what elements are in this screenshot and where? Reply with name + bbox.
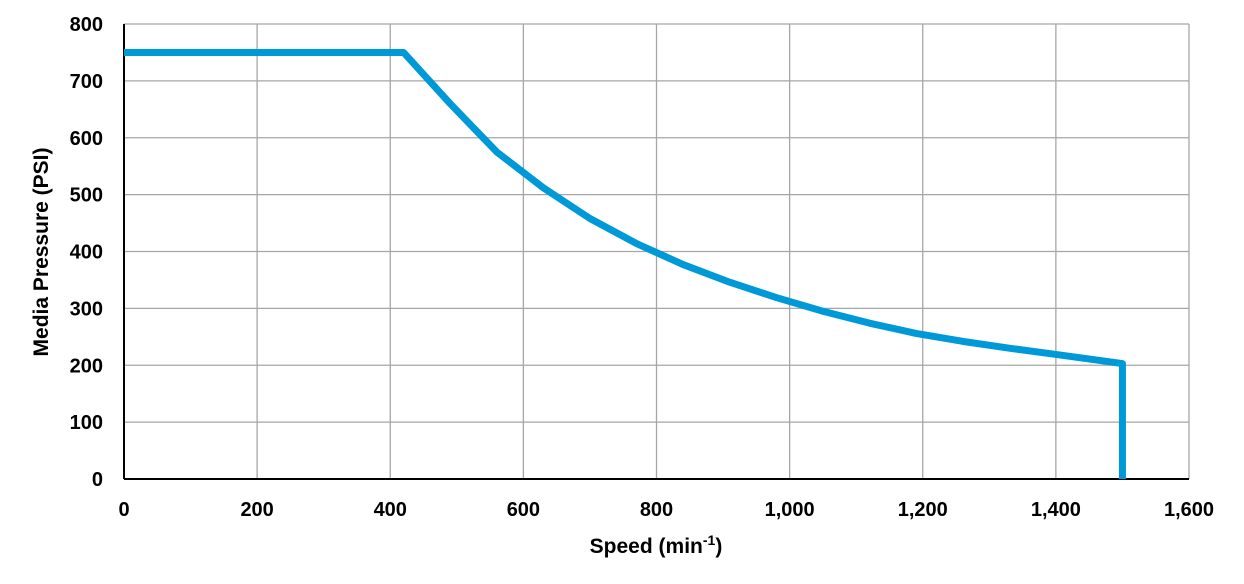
x-axis-label: Speed (min-1): [590, 532, 723, 558]
x-tick-label: 200: [240, 499, 273, 521]
x-tick-label: 600: [507, 499, 540, 521]
y-tick-label: 800: [70, 14, 103, 36]
y-tick-label: 700: [70, 71, 103, 93]
x-tick-label: 1,000: [765, 499, 815, 521]
y-tick-label: 300: [70, 298, 103, 320]
y-tick-label: 400: [70, 242, 103, 264]
tick-labels: 0 200 400 600 800 1,000 1,200 1,400 1,600 0 100 200…: [70, 14, 1214, 521]
grid: [124, 23, 1190, 479]
y-tick-label: 100: [70, 412, 103, 434]
y-axis-label: Media Pressure (PSI): [30, 148, 53, 357]
y-tick-label: 500: [70, 185, 103, 207]
series: [124, 48, 1126, 479]
y-tick-label: 0: [92, 469, 103, 491]
x-tick-label: 1,200: [898, 499, 948, 521]
series-line: [124, 48, 1126, 479]
x-tick-label: 1,600: [1164, 499, 1214, 521]
x-tick-label: 0: [118, 499, 129, 521]
y-tick-label: 600: [70, 128, 103, 150]
x-tick-label: 800: [640, 499, 673, 521]
axes: [123, 24, 1189, 480]
y-tick-label: 200: [70, 355, 103, 377]
x-tick-label: 1,400: [1031, 499, 1081, 521]
x-tick-label: 400: [374, 499, 407, 521]
